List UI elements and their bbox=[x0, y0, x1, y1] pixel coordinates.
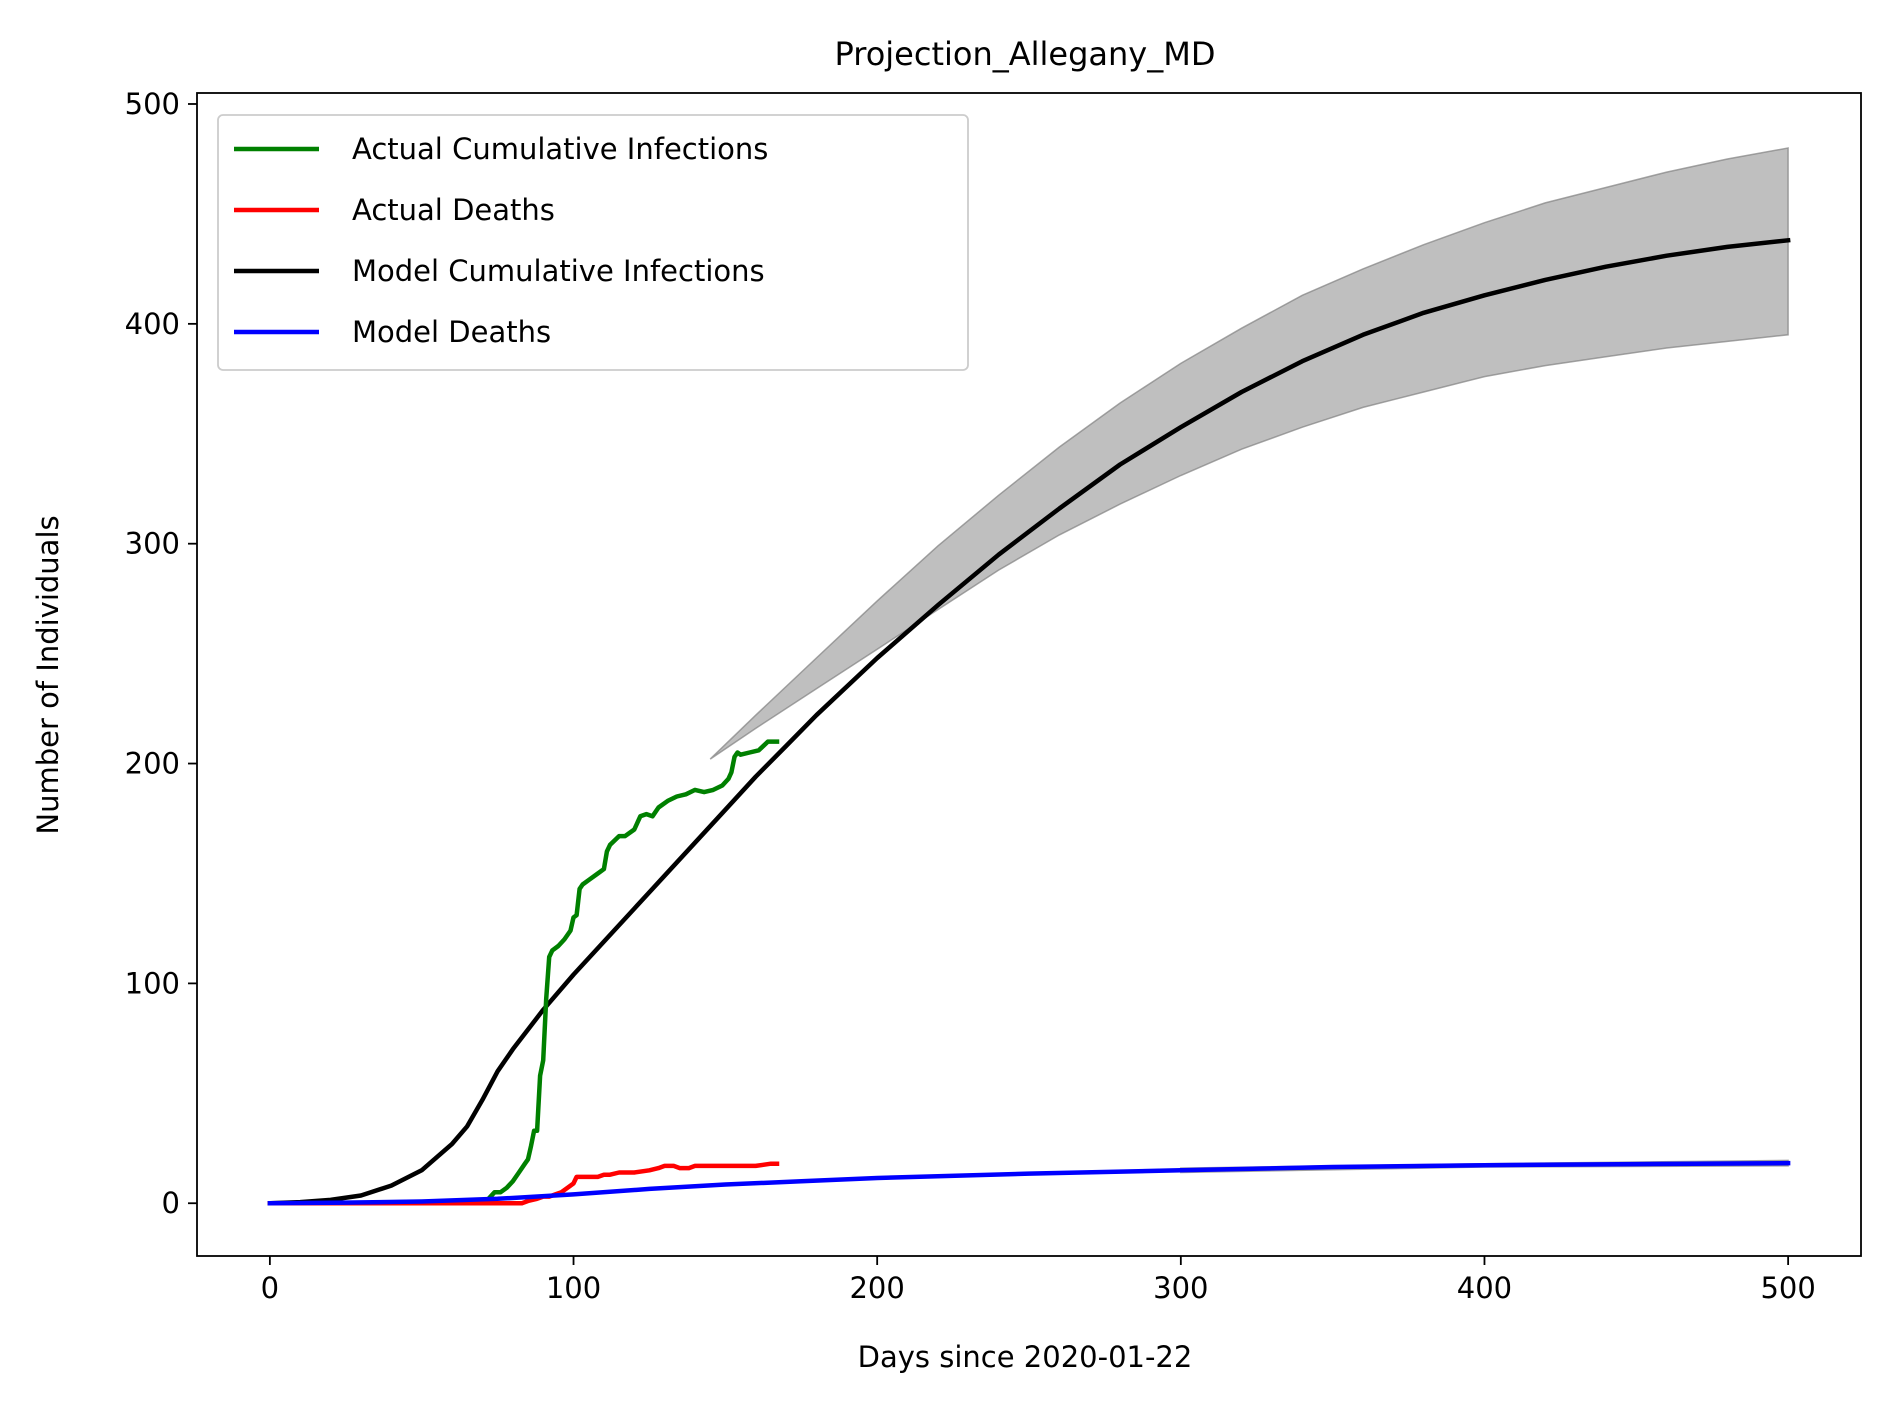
x-tick-label: 200 bbox=[849, 1271, 904, 1305]
x-tick-label: 0 bbox=[261, 1271, 279, 1305]
plot-area: 0 100 200 300 400 500 0 100 200 300 400 500 bbox=[125, 87, 1862, 1305]
y-tick-label: 400 bbox=[125, 307, 180, 341]
y-tick-label: 300 bbox=[125, 527, 180, 561]
series-line-model-cumulative-infections bbox=[267, 237, 1791, 1206]
x-tick-label: 500 bbox=[1760, 1271, 1815, 1305]
legend-label-actual-cumulative-infections: Actual Cumulative Infections bbox=[352, 132, 768, 166]
y-tick-label: 200 bbox=[125, 747, 180, 781]
legend: Actual Cumulative Infections Actual Death… bbox=[217, 114, 969, 371]
legend-label-actual-deaths: Actual Deaths bbox=[352, 193, 555, 227]
x-axis-label: Days since 2020-01-22 bbox=[858, 1340, 1193, 1374]
series-line-model-deaths bbox=[267, 1160, 1791, 1206]
y-axis-label: Number of Individuals bbox=[31, 515, 65, 834]
y-tick-label: 0 bbox=[162, 1186, 180, 1220]
x-tick-label: 400 bbox=[1457, 1271, 1512, 1305]
legend-label-model-cumulative-infections: Model Cumulative Infections bbox=[352, 254, 765, 288]
legend-label-model-deaths: Model Deaths bbox=[352, 315, 551, 349]
legend-box bbox=[217, 114, 969, 371]
x-tick-label: 300 bbox=[1153, 1271, 1208, 1305]
x-tick-label: 100 bbox=[546, 1271, 601, 1305]
chart-title: Projection_Allegany_MD bbox=[835, 35, 1216, 73]
series-line-actual-cumulative-infections bbox=[267, 739, 780, 1206]
axes-frame bbox=[196, 92, 1862, 1257]
y-tick-label: 100 bbox=[125, 966, 180, 1000]
y-tick-label: 500 bbox=[125, 87, 180, 121]
